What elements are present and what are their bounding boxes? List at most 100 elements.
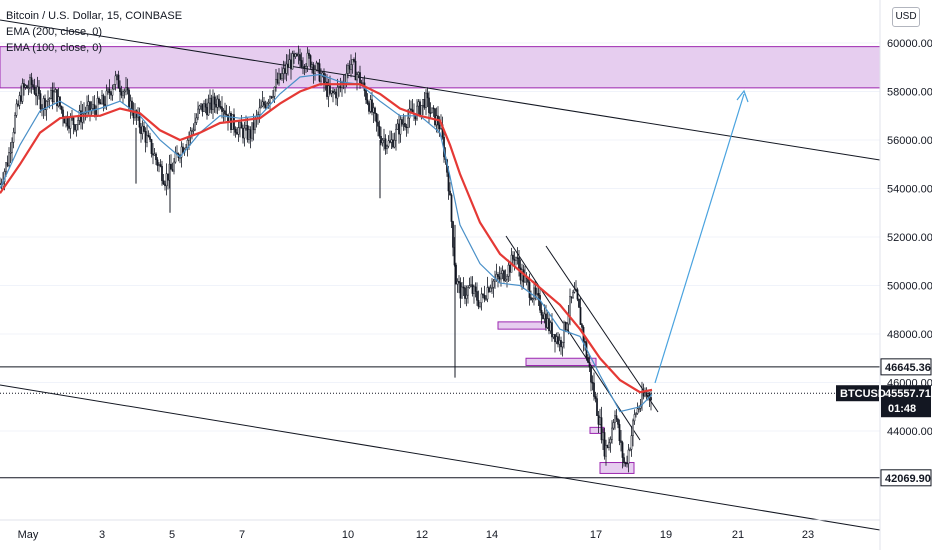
candle-body xyxy=(174,152,177,163)
ema100-line[interactable] xyxy=(0,73,653,413)
candle-body xyxy=(324,81,327,84)
symbol-tag: BTCUSD xyxy=(840,388,886,400)
candle-body xyxy=(287,63,289,68)
candle-body xyxy=(543,313,546,320)
candle-body xyxy=(128,89,130,109)
channel-upper-trendline[interactable] xyxy=(0,19,881,161)
candle-body xyxy=(143,125,145,132)
candle-body xyxy=(606,445,609,448)
ema200-line[interactable] xyxy=(0,83,653,394)
candle-body xyxy=(452,221,454,248)
candle-body xyxy=(336,87,339,99)
candle-body xyxy=(309,55,312,68)
candle-body xyxy=(248,129,250,140)
time-tick-label: 5 xyxy=(169,529,175,541)
candle-body xyxy=(515,257,517,261)
candle-body xyxy=(410,108,412,111)
candle-body xyxy=(389,140,391,143)
candle-body xyxy=(224,110,226,115)
candle-body xyxy=(104,103,106,106)
candle-body xyxy=(650,397,652,401)
supply-zone[interactable] xyxy=(0,46,881,89)
candle-body xyxy=(396,123,399,130)
candle-body xyxy=(35,93,37,97)
candle-body xyxy=(191,130,193,132)
candle-body xyxy=(296,53,298,56)
price-tick-label: 54000.00 xyxy=(887,184,932,196)
candle-body xyxy=(237,127,240,135)
demand-zone-box[interactable] xyxy=(497,321,547,330)
candle-body xyxy=(155,153,157,161)
candle-body xyxy=(192,129,195,132)
candle-body xyxy=(269,96,271,103)
candle-body xyxy=(348,65,351,70)
candle-body xyxy=(405,126,408,128)
candle-body xyxy=(479,302,481,307)
candle-body xyxy=(350,64,352,70)
candle-body xyxy=(573,289,576,293)
candle-body xyxy=(563,321,565,343)
candle-body xyxy=(162,180,165,185)
candle-body xyxy=(134,110,136,119)
candle-body xyxy=(489,287,492,292)
candle-body xyxy=(251,122,253,139)
symbol-title[interactable]: Bitcoin / U.S. Dollar, 15, COINBASE xyxy=(6,10,183,22)
time-tick-label: 23 xyxy=(802,529,814,541)
candle-body xyxy=(327,85,330,97)
candle-body xyxy=(513,258,516,261)
candle-body xyxy=(158,164,160,166)
candle-body xyxy=(546,318,549,328)
candle-body xyxy=(12,132,15,143)
candle-body xyxy=(32,84,34,88)
candle-body xyxy=(99,102,102,105)
candle-body xyxy=(434,108,436,126)
candle-body xyxy=(116,74,118,77)
candle-body xyxy=(419,101,421,117)
price-tick-label: 44000.00 xyxy=(887,426,932,438)
projection-line[interactable] xyxy=(654,93,745,384)
local-trendline-2[interactable] xyxy=(545,245,659,413)
candle-body xyxy=(423,99,426,108)
demand-zone-box[interactable] xyxy=(525,357,597,367)
candle-body xyxy=(617,419,619,425)
candle-body xyxy=(422,99,424,106)
candle-body xyxy=(216,98,219,108)
candle-body xyxy=(608,442,610,448)
candle-body xyxy=(50,89,52,99)
candle-body xyxy=(318,63,321,82)
candle-body xyxy=(263,101,265,105)
candle-body xyxy=(456,281,459,285)
candle-body xyxy=(519,267,522,281)
candle-body xyxy=(249,129,252,139)
candle-body xyxy=(44,98,46,111)
candle-body xyxy=(236,132,238,135)
demand-zone-box[interactable] xyxy=(589,426,605,434)
candle-body xyxy=(420,105,423,117)
candle-body xyxy=(239,122,241,129)
candle-body xyxy=(240,122,243,129)
candle-body xyxy=(605,445,607,457)
candle-body xyxy=(503,270,505,281)
candle-body xyxy=(297,54,300,56)
time-tick-label: 7 xyxy=(239,529,245,541)
candle-body xyxy=(626,462,628,465)
channel-lower-trendline[interactable] xyxy=(0,384,881,531)
candle-body xyxy=(122,91,124,96)
candle-body xyxy=(317,62,319,65)
currency-button[interactable]: USD xyxy=(892,7,920,27)
chart-legend[interactable]: Bitcoin / U.S. Dollar, 15, COINBASE EMA … xyxy=(6,8,182,56)
ema200-legend[interactable]: EMA (200, close, 0) xyxy=(6,26,102,38)
demand-zone-box[interactable] xyxy=(599,462,635,474)
candle-body xyxy=(530,297,532,300)
ema100-legend[interactable]: EMA (100, close, 0) xyxy=(6,42,102,54)
candle-body xyxy=(146,134,148,143)
local-trendline-1[interactable] xyxy=(505,235,641,441)
candle-body xyxy=(39,93,42,110)
last-price-tag-bg xyxy=(881,385,931,418)
time-tick-label: 12 xyxy=(416,529,428,541)
candle-body xyxy=(620,440,622,443)
candle-body xyxy=(645,392,648,396)
candle-body xyxy=(552,334,555,338)
candle-body xyxy=(207,102,210,116)
